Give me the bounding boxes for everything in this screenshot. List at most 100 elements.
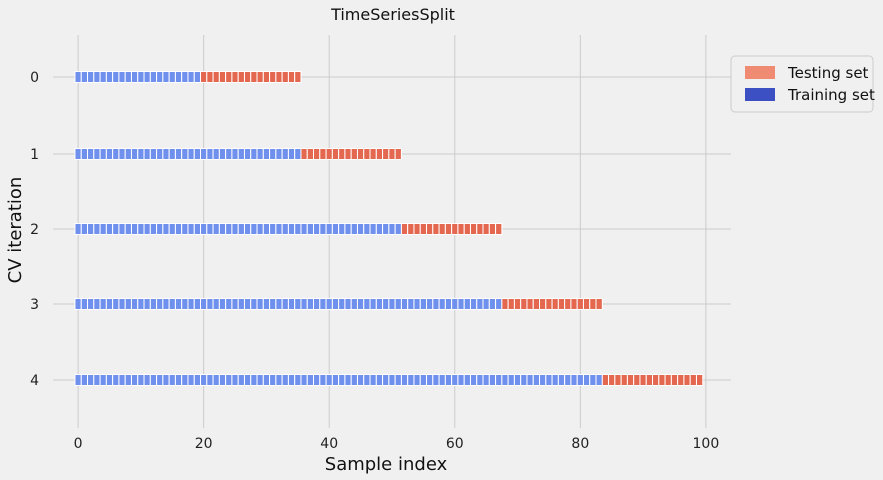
training-sample-mark bbox=[212, 374, 220, 386]
training-sample-mark bbox=[463, 374, 471, 386]
legend-label-testing: Testing set bbox=[787, 64, 869, 82]
training-sample-mark bbox=[231, 298, 239, 310]
training-sample-mark bbox=[149, 71, 158, 83]
training-sample-mark bbox=[344, 298, 352, 310]
training-sample-mark bbox=[520, 374, 528, 386]
testing-sample-mark bbox=[626, 374, 635, 386]
training-sample-mark bbox=[375, 374, 384, 386]
testing-sample-mark bbox=[338, 148, 346, 160]
training-sample-mark bbox=[112, 71, 120, 83]
training-sample-mark bbox=[162, 148, 170, 160]
training-sample-mark bbox=[513, 374, 522, 386]
training-sample-mark bbox=[545, 374, 553, 386]
x-tick-label: 80 bbox=[571, 436, 589, 452]
training-sample-mark bbox=[162, 223, 170, 235]
training-sample-mark bbox=[206, 374, 214, 386]
training-sample-mark bbox=[275, 223, 283, 235]
training-sample-mark bbox=[105, 223, 114, 235]
testing-sample-mark bbox=[382, 148, 390, 160]
testing-sample-mark bbox=[306, 148, 315, 160]
testing-sample-mark bbox=[576, 298, 584, 310]
training-sample-mark bbox=[313, 223, 321, 235]
training-sample-mark bbox=[200, 298, 208, 310]
training-sample-mark bbox=[463, 298, 471, 310]
training-sample-mark bbox=[80, 298, 89, 310]
training-sample-mark bbox=[118, 298, 126, 310]
training-sample-mark bbox=[419, 298, 428, 310]
training-sample-mark bbox=[469, 298, 478, 310]
testing-sample-mark bbox=[633, 374, 641, 386]
y-axis-ticks: 0 1 2 3 4 bbox=[30, 70, 39, 389]
training-sample-mark bbox=[350, 298, 358, 310]
x-tick-label: 0 bbox=[74, 436, 83, 452]
training-sample-mark bbox=[482, 298, 490, 310]
training-sample-mark bbox=[237, 374, 245, 386]
testing-sample-mark bbox=[677, 374, 685, 386]
training-sample-mark bbox=[181, 298, 189, 310]
training-sample-mark bbox=[388, 374, 396, 386]
training-sample-mark bbox=[262, 298, 271, 310]
training-sample-mark bbox=[350, 374, 358, 386]
training-sample-mark bbox=[99, 148, 107, 160]
testing-sample-mark bbox=[432, 223, 440, 235]
training-sample-mark bbox=[369, 298, 377, 310]
training-sample-mark bbox=[576, 374, 584, 386]
training-sample-mark bbox=[74, 374, 82, 386]
legend-swatch-testing bbox=[745, 66, 775, 79]
training-sample-mark bbox=[338, 223, 346, 235]
training-sample-mark bbox=[87, 298, 95, 310]
training-sample-mark bbox=[206, 298, 214, 310]
y-axis-title: CV iteration bbox=[5, 177, 26, 284]
testing-sample-mark bbox=[664, 374, 672, 386]
training-sample-mark bbox=[162, 374, 170, 386]
training-sample-mark bbox=[250, 374, 258, 386]
training-sample-mark bbox=[363, 374, 371, 386]
testing-sample-mark bbox=[564, 298, 572, 310]
testing-sample-mark bbox=[344, 148, 352, 160]
testing-sample-mark bbox=[438, 223, 446, 235]
training-sample-mark bbox=[149, 374, 158, 386]
training-sample-mark bbox=[187, 71, 195, 83]
training-sample-mark bbox=[507, 374, 515, 386]
training-sample-mark bbox=[250, 223, 258, 235]
training-sample-mark bbox=[457, 374, 465, 386]
training-sample-mark bbox=[256, 374, 264, 386]
training-sample-mark bbox=[400, 298, 409, 310]
training-sample-mark bbox=[193, 298, 202, 310]
training-sample-mark bbox=[488, 298, 497, 310]
training-sample-mark bbox=[118, 223, 126, 235]
training-sample-mark bbox=[118, 71, 126, 83]
training-sample-mark bbox=[331, 298, 340, 310]
training-sample-mark bbox=[382, 223, 390, 235]
training-sample-mark bbox=[124, 223, 132, 235]
training-sample-mark bbox=[382, 298, 390, 310]
training-sample-mark bbox=[363, 298, 371, 310]
training-sample-mark bbox=[356, 298, 365, 310]
training-sample-mark bbox=[93, 148, 101, 160]
training-sample-mark bbox=[87, 148, 95, 160]
x-axis-ticks: 0 20 40 60 80 100 bbox=[74, 436, 720, 452]
testing-sample-mark bbox=[363, 148, 371, 160]
training-sample-mark bbox=[231, 223, 239, 235]
training-sample-mark bbox=[243, 298, 252, 310]
chart-title: TimeSeriesSplit bbox=[330, 5, 455, 24]
testing-sample-mark bbox=[658, 374, 666, 386]
testing-sample-mark bbox=[218, 71, 227, 83]
training-sample-mark bbox=[231, 374, 239, 386]
training-sample-mark bbox=[250, 148, 258, 160]
training-sample-mark bbox=[187, 298, 195, 310]
training-sample-mark bbox=[539, 374, 547, 386]
testing-sample-mark bbox=[388, 148, 396, 160]
training-sample-mark bbox=[294, 374, 302, 386]
training-sample-mark bbox=[99, 374, 107, 386]
testing-sample-mark bbox=[206, 71, 214, 83]
training-sample-mark bbox=[363, 223, 371, 235]
training-sample-mark bbox=[174, 223, 183, 235]
training-sample-mark bbox=[237, 223, 245, 235]
training-sample-mark bbox=[313, 374, 321, 386]
training-sample-mark bbox=[105, 374, 114, 386]
testing-sample-mark bbox=[695, 374, 704, 386]
training-sample-mark bbox=[149, 298, 158, 310]
testing-sample-mark bbox=[601, 374, 610, 386]
testing-sample-mark bbox=[419, 223, 428, 235]
